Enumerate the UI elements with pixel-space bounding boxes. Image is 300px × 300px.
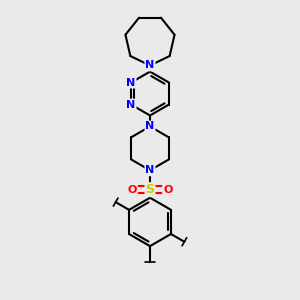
Text: N: N [126, 78, 136, 88]
Text: N: N [146, 61, 154, 70]
Text: N: N [146, 165, 154, 175]
Text: N: N [126, 100, 136, 110]
Text: N: N [146, 122, 154, 131]
Text: O: O [128, 185, 137, 195]
Text: O: O [163, 185, 172, 195]
Text: S: S [146, 183, 154, 196]
